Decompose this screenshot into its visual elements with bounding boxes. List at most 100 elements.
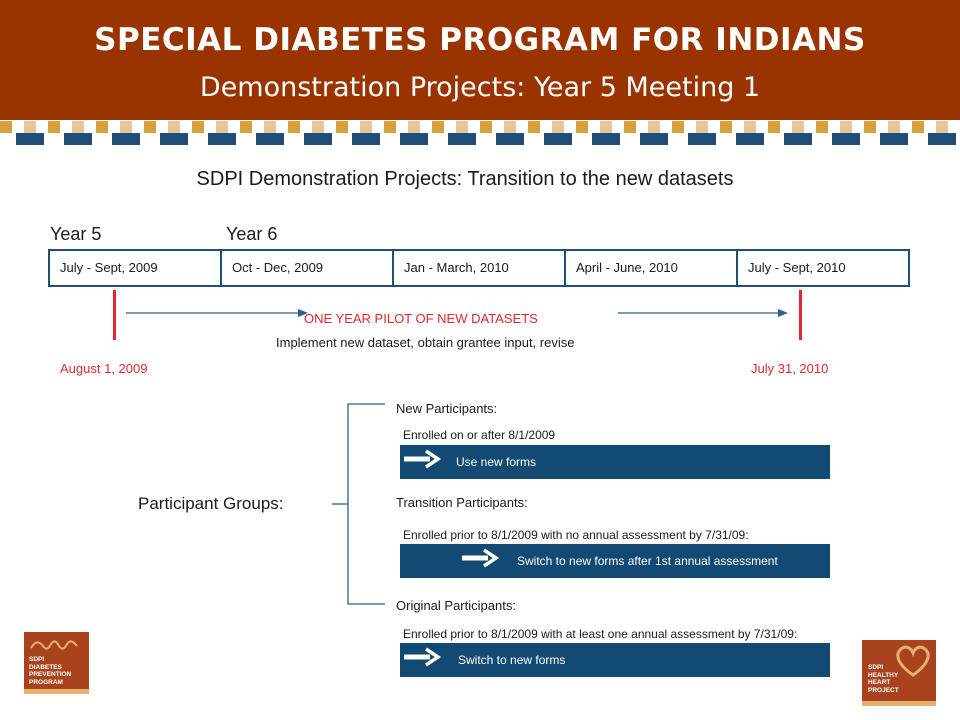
stripe-square [48, 121, 60, 133]
start-marker [113, 290, 116, 340]
end-date-label: July 31, 2010 [751, 361, 829, 376]
stripe-square [456, 121, 468, 133]
pilot-arrow-right-head [778, 309, 788, 317]
year-5-label: Year 5 [50, 224, 102, 244]
participant-bracket [332, 403, 385, 605]
right-arrow-icon [404, 449, 442, 469]
stripe-square [576, 121, 588, 133]
stripe-square [312, 121, 324, 133]
stripe-square [552, 121, 564, 133]
stripe-square [256, 133, 284, 145]
stripe-square [688, 133, 716, 145]
period-jan-march-2010: Jan - March, 2010 [392, 251, 564, 285]
stripe-square [792, 121, 804, 133]
group-new-action: Use new forms [456, 455, 537, 469]
stripe-square [544, 133, 572, 145]
stripe-square [216, 121, 228, 133]
stripe-square [400, 133, 428, 145]
swirl-icon [30, 640, 78, 650]
stripe-square [672, 121, 684, 133]
group-original-title: Original Participants: [396, 598, 516, 613]
stripe-square [336, 121, 348, 133]
stripe-square [408, 121, 420, 133]
sdpi-healthy-heart-logo: SDPI HEALTHY HEART PROJECT [862, 640, 936, 706]
stripe-square [888, 121, 900, 133]
period-july-sept-2010: July - Sept, 2010 [736, 251, 908, 285]
stripe-square [432, 121, 444, 133]
stripe-square [480, 121, 492, 133]
stripe-square [696, 121, 708, 133]
stripe-square [16, 133, 44, 145]
stripe-square [192, 121, 204, 133]
group-new-title: New Participants: [396, 401, 498, 416]
stripe-square [528, 121, 540, 133]
group-original-action: Switch to new forms [458, 653, 566, 667]
meeting-subtitle: Demonstration Projects: Year 5 Meeting 1 [199, 72, 761, 103]
stripe-square [840, 121, 852, 133]
stripe-square [648, 121, 660, 133]
period-july-sept-2009: July - Sept, 2009 [60, 260, 158, 275]
stripe-square [0, 121, 12, 133]
stripe-square [112, 133, 140, 145]
bracket-line [347, 403, 385, 605]
stripe-square [384, 121, 396, 133]
stripe-square [832, 133, 860, 145]
stripe-square [816, 121, 828, 133]
stripe-square [784, 133, 812, 145]
stripe-square [96, 121, 108, 133]
stripe-square [600, 121, 612, 133]
stripe-square [624, 121, 636, 133]
stripe-square [768, 121, 780, 133]
stripe-square [360, 121, 372, 133]
sdpi-diabetes-prevention-logo: SDPI DIABETES PREVENTION PROGRAM [24, 632, 89, 694]
group-transition-criteria: Enrolled prior to 8/1/2009 with no annua… [403, 528, 749, 542]
group-new-criteria: Enrolled on or after 8/1/2009 [403, 428, 556, 442]
pilot-arrow-left-head [298, 309, 308, 317]
stripe-square [448, 133, 476, 145]
stripe-square [736, 133, 764, 145]
stripe-square [144, 121, 156, 133]
program-title: SPECIAL DIABETES PROGRAM FOR INDIANS [94, 22, 866, 58]
stripe-square [912, 121, 924, 133]
stripe-square [64, 133, 92, 145]
stripe-square [288, 121, 300, 133]
year-6-label: Year 6 [226, 224, 278, 244]
group-transition-title: Transition Participants: [396, 495, 528, 510]
group-original-criteria: Enrolled prior to 8/1/2009 with at least… [403, 627, 798, 641]
period-oct-dec-2009: Oct - Dec, 2009 [220, 251, 392, 285]
right-arrow-icon [462, 548, 500, 568]
stripe-square [592, 133, 620, 145]
stripe-square [72, 121, 84, 133]
logo-left-text: SDPI DIABETES PREVENTION PROGRAM [29, 656, 72, 686]
stripe-square [160, 133, 188, 145]
group-transition-action: Switch to new forms after 1st annual ass… [517, 554, 778, 568]
stripe-square [864, 121, 876, 133]
pilot-description: Implement new dataset, obtain grantee in… [276, 335, 575, 350]
decorative-stripe-bottom [0, 133, 960, 145]
stripe-square [496, 133, 524, 145]
stripe-square [352, 133, 380, 145]
stripe-square [208, 133, 236, 145]
participant-groups-label: Participant Groups: [138, 494, 284, 513]
stripe-square [304, 133, 332, 145]
stripe-square [240, 121, 252, 133]
stripe-square [720, 121, 732, 133]
timeline-bar: July - Sept, 2009 Oct - Dec, 2009 Jan - … [48, 249, 910, 287]
stripe-square [120, 121, 132, 133]
stripe-square [928, 133, 956, 145]
group-original-action-bar: Switch to new forms [400, 643, 830, 677]
stripe-square [744, 121, 756, 133]
right-arrow-icon [404, 647, 442, 667]
stripe-square [640, 133, 668, 145]
logo-right-text: SDPI HEALTHY HEART PROJECT [868, 664, 899, 694]
group-new-action-bar: Use new forms [400, 445, 830, 479]
stripe-square [504, 121, 516, 133]
start-date-label: August 1, 2009 [60, 361, 148, 376]
end-marker [799, 290, 802, 340]
slide-title: SDPI Demonstration Projects: Transition … [196, 168, 734, 190]
group-transition-action-bar: Switch to new forms after 1st annual ass… [400, 544, 830, 578]
heart-icon [896, 645, 930, 677]
stripe-square [168, 121, 180, 133]
decorative-stripe-top [0, 121, 960, 133]
header-banner: SPECIAL DIABETES PROGRAM FOR INDIANS Dem… [0, 0, 960, 120]
